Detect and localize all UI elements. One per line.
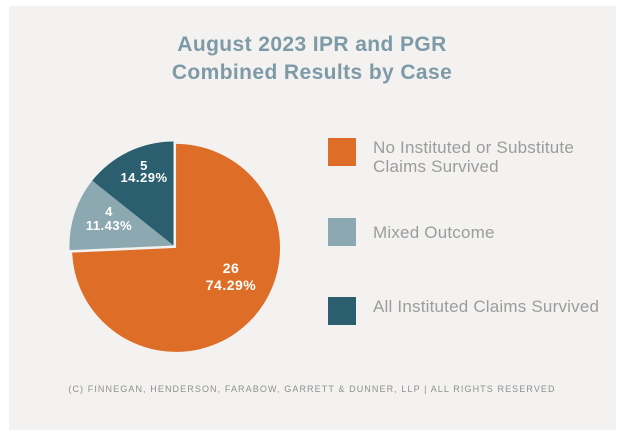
slice-value-label: 5: [140, 158, 148, 173]
slice-value-label: 4: [105, 204, 113, 219]
slice-value-label: 11.43%: [86, 218, 132, 233]
pie-slice-1: [69, 180, 174, 251]
legend-swatch-orange: [328, 138, 356, 166]
chart-title-line1: August 2023 IPR and PGR: [177, 33, 447, 56]
slice-value-label: 26: [223, 260, 240, 276]
legend: No Instituted or Substitute Claims Survi…: [328, 0, 608, 440]
legend-swatch-teal: [328, 297, 356, 325]
legend-label: Mixed Outcome: [373, 223, 495, 242]
legend-item-no-instituted: No Instituted or Substitute Claims Survi…: [328, 138, 608, 176]
chart-title: August 2023 IPR and PGR Combined Results…: [0, 31, 624, 87]
chart-title-line2: Combined Results by Case: [171, 61, 453, 84]
pie-slice-0: [72, 143, 281, 352]
legend-swatch-gray-blue: [328, 218, 356, 246]
slice-value-label: 74.29%: [206, 277, 257, 293]
copyright-footer: (C) FINNEGAN, HENDERSON, FARABOW, GARRET…: [68, 384, 556, 394]
legend-item-mixed-outcome: Mixed Outcome: [328, 218, 608, 246]
legend-label: No Instituted or Substitute Claims Survi…: [373, 138, 575, 176]
legend-item-all-instituted: All Instituted Claims Survived: [328, 297, 608, 325]
legend-label: All Instituted Claims Survived: [373, 297, 600, 316]
pie-slice-2: [92, 141, 174, 246]
slice-value-label: 14.29%: [120, 170, 167, 185]
